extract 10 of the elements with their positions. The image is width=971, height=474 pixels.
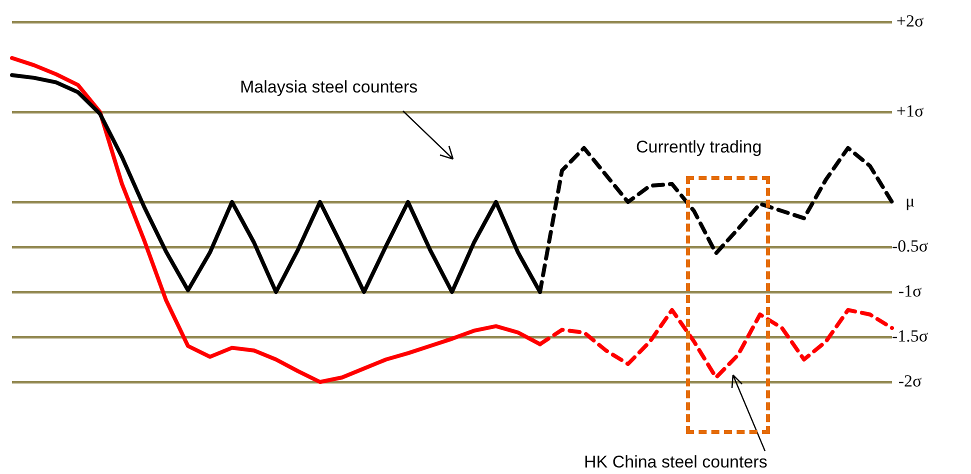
annotation: Currently trading <box>636 138 762 157</box>
y-tick-label: +1σ <box>896 101 924 120</box>
y-tick-label: -1σ <box>898 281 922 300</box>
y-tick-label: +2σ <box>896 11 924 30</box>
text: HK China steel counters <box>584 452 768 472</box>
y-tick-label: -0.5σ <box>892 236 928 256</box>
y-tick-label: -2σ <box>898 371 922 390</box>
annotation: Malaysia steel counters <box>240 78 418 97</box>
y-tick-label: μ <box>905 191 915 210</box>
y-tick-label: -1.5σ <box>892 326 928 346</box>
